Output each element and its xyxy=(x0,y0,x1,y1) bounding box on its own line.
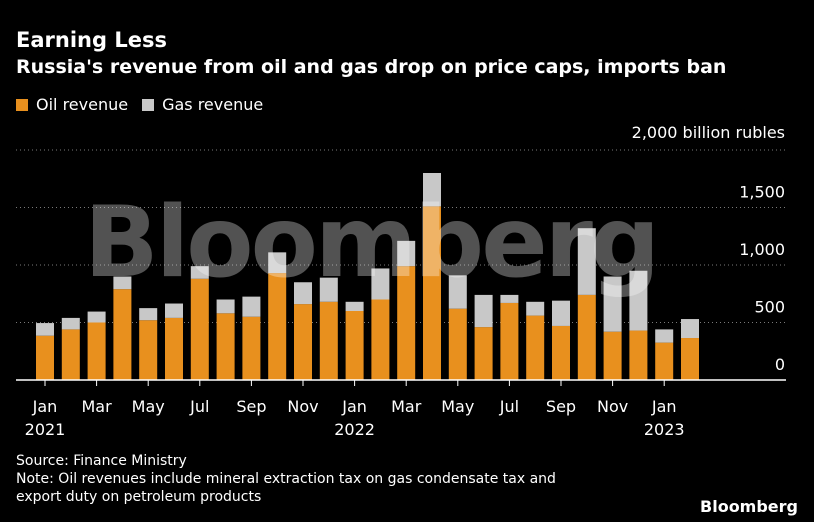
bar-oil xyxy=(526,315,545,380)
note-line-1: Note: Oil revenues include mineral extra… xyxy=(16,471,556,487)
bar-gas xyxy=(371,268,390,300)
bar-gas xyxy=(552,300,570,326)
bar-gas xyxy=(87,311,106,323)
bar-oil xyxy=(397,266,416,380)
bar-oil xyxy=(681,338,699,380)
chart-footer: Source: Finance Ministry Note: Oil reven… xyxy=(16,452,556,506)
x-tick-label: Mar xyxy=(391,397,422,416)
x-tick-label: May xyxy=(132,397,165,416)
bar-oil xyxy=(552,325,570,380)
x-tick-label: Nov xyxy=(287,397,318,416)
legend-item-gas: Gas revenue xyxy=(142,95,263,114)
bar-oil xyxy=(423,206,441,380)
bar-oil xyxy=(61,329,80,380)
bar-oil xyxy=(655,342,674,380)
bar-oil xyxy=(216,313,235,380)
legend-swatch-gas xyxy=(142,98,155,111)
bloomberg-logo: Bloomberg xyxy=(700,497,798,516)
bar-oil xyxy=(319,301,338,380)
x-tick-label: May xyxy=(441,397,474,416)
x-tick-year-label: 2023 xyxy=(644,420,685,439)
x-tick-year-label: 2022 xyxy=(334,420,375,439)
legend: Oil revenue Gas revenue xyxy=(16,95,277,114)
legend-item-oil: Oil revenue xyxy=(16,95,128,114)
bar-gas xyxy=(36,323,54,336)
x-tick-label: Jul xyxy=(189,397,209,416)
bar-gas xyxy=(294,282,312,305)
bar-gas xyxy=(474,294,493,328)
x-tick-year-label: 2021 xyxy=(25,420,66,439)
x-tick-label: Jan xyxy=(651,397,677,416)
x-tick-label: Jul xyxy=(499,397,519,416)
y-tick-label: 1,500 xyxy=(739,183,785,202)
legend-label-gas: Gas revenue xyxy=(162,95,264,114)
bar-gas xyxy=(216,299,235,314)
bar-oil xyxy=(294,304,312,380)
bar-gas xyxy=(165,303,183,318)
y-tick-label: 500 xyxy=(754,298,785,317)
y-unit-label: 2,000 billion rubles xyxy=(632,123,785,142)
bar-oil xyxy=(139,320,158,380)
bar-oil xyxy=(500,302,519,380)
bar-gas xyxy=(113,276,132,290)
legend-swatch-oil xyxy=(16,98,28,111)
bar-gas xyxy=(603,276,622,332)
bar-oil xyxy=(165,317,183,380)
bar-gas xyxy=(448,275,467,309)
note-line-2: export duty on petroleum products xyxy=(16,489,262,505)
bar-gas xyxy=(61,317,80,330)
chart-subtitle: Russia's revenue from oil and gas drop o… xyxy=(16,56,727,78)
bar-gas xyxy=(655,329,674,343)
bar-oil xyxy=(474,327,493,380)
bar-gas xyxy=(190,266,209,279)
bar-gas xyxy=(268,252,287,274)
bar-oil xyxy=(577,294,596,380)
bar-gas xyxy=(629,270,648,331)
bar-gas xyxy=(423,173,441,207)
y-tick-label: 0 xyxy=(775,355,785,374)
bar-oil xyxy=(603,331,622,380)
x-tick-label: Mar xyxy=(82,397,113,416)
x-tick-label: Jan xyxy=(32,397,58,416)
bar-oil xyxy=(190,278,209,380)
bar-oil xyxy=(371,299,390,380)
legend-label-oil: Oil revenue xyxy=(36,95,129,114)
bar-oil xyxy=(87,322,106,380)
bar-oil xyxy=(36,335,54,380)
x-tick-label: Nov xyxy=(597,397,628,416)
source-note: Source: Finance Ministry xyxy=(16,453,187,469)
bar-gas xyxy=(577,228,596,295)
chart-title: Earning Less xyxy=(16,28,167,52)
bar-gas xyxy=(500,294,519,303)
bar-gas xyxy=(242,296,261,317)
bar-oil xyxy=(629,330,648,380)
bar-gas xyxy=(526,301,545,316)
bar-oil xyxy=(242,316,261,380)
bar-gas xyxy=(397,240,416,267)
bar-oil xyxy=(268,273,287,380)
x-tick-label: Jan xyxy=(341,397,367,416)
x-tick-label: Sep xyxy=(546,397,576,416)
bar-gas xyxy=(681,319,699,339)
bar-gas xyxy=(139,308,158,321)
y-tick-label: 1,000 xyxy=(739,240,785,259)
x-tick-label: Sep xyxy=(236,397,266,416)
bar-oil xyxy=(113,289,132,380)
bar-oil xyxy=(448,308,467,380)
bar-gas xyxy=(319,277,338,302)
bar-gas xyxy=(345,301,364,311)
bar-oil xyxy=(345,311,364,380)
